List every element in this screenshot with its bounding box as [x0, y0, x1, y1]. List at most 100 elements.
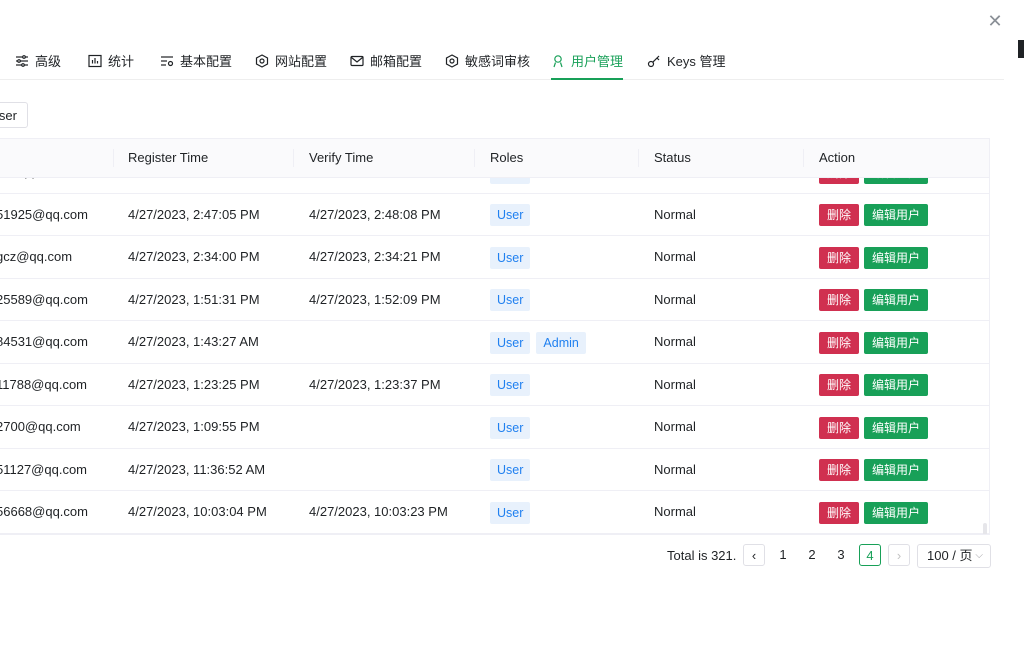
header-divider — [113, 149, 114, 167]
role-tag: User — [490, 289, 531, 312]
settings-tabs: 高级 统计 基本配置 网站配置 邮箱配置 敏感词审核 用户管理 Keys 管理 — [0, 42, 1004, 80]
register-time-cell: 4/27/2023, 1:09:55 PM — [128, 419, 260, 434]
tab-advanced[interactable]: 高级 — [15, 42, 61, 79]
edit-user-button[interactable]: 编辑用户 — [864, 331, 929, 354]
total-count: Total is 321. — [667, 548, 737, 563]
roles-cell: User — [490, 194, 536, 236]
email-cell: 51127@qq.com — [0, 461, 88, 477]
verify-time-cell: 4/27/2023, 2:34:21 PM — [309, 249, 441, 264]
header-register-time[interactable]: Register Time — [128, 150, 209, 165]
verify-time-cell: 4/27/2023, 1:23:37 PM — [309, 376, 441, 392]
chevron-down-icon: ⌵ — [975, 550, 983, 561]
sliders-icon — [15, 54, 29, 68]
delete-button[interactable]: 删除 — [819, 289, 860, 312]
delete-button[interactable]: 删除 — [819, 246, 860, 269]
status-cell: Normal — [654, 206, 696, 222]
action-cell: 删除编辑用户 — [819, 194, 929, 236]
roles-cell: User — [490, 236, 536, 278]
table-scrollbar[interactable] — [983, 523, 987, 534]
tab-keys-management[interactable]: Keys 管理 — [647, 42, 726, 79]
table-body: ...@qq.com 4/27/2023, 3:00:05 PM 4/27/20… — [0, 161, 989, 534]
tab-stats[interactable]: 统计 — [88, 42, 134, 79]
edit-user-button[interactable]: 编辑用户 — [864, 374, 929, 397]
delete-button[interactable]: 删除 — [819, 501, 860, 524]
page-3-button[interactable]: 3 — [837, 547, 845, 562]
tab-label: 高级 — [35, 54, 62, 69]
page-4-button[interactable]: 4 — [859, 544, 881, 566]
email-cell: 2700@qq.com — [0, 419, 81, 434]
roles-cell: User Admin — [490, 321, 592, 363]
action-cell: 删除编辑用户 — [819, 491, 929, 533]
email-cell: 84531@qq.com — [0, 334, 88, 349]
header-divider — [638, 149, 639, 167]
delete-button[interactable]: 删除 — [819, 459, 860, 482]
page-size-select[interactable]: 100 / 页 ⌵ — [917, 544, 991, 568]
roles-cell: User — [490, 449, 536, 491]
edit-user-button[interactable]: 编辑用户 — [864, 501, 929, 524]
tab-site-config[interactable]: 网站配置 — [255, 42, 327, 79]
edit-user-button[interactable]: 编辑用户 — [864, 246, 929, 269]
action-cell: 删除编辑用户 — [819, 236, 929, 278]
next-page-button[interactable]: › — [888, 544, 910, 566]
roles-cell: User — [490, 406, 536, 448]
status-cell: Normal — [654, 461, 696, 477]
header-roles[interactable]: Roles — [490, 150, 524, 165]
page-2-button[interactable]: 2 — [808, 547, 816, 562]
delete-button[interactable]: 删除 — [819, 331, 860, 354]
tab-sensitive-words[interactable]: 敏感词审核 — [445, 42, 530, 79]
roles-cell: User — [490, 279, 536, 321]
role-tag: User — [490, 374, 531, 397]
register-time-cell: 4/27/2023, 1:23:25 PM — [128, 376, 260, 392]
tab-user-management[interactable]: 用户管理 — [551, 42, 624, 80]
action-cell: 删除编辑用户 — [819, 406, 929, 448]
table-header: Register Time Verify Time Roles Status A… — [0, 139, 989, 178]
email-cell: 51925@qq.com — [0, 206, 88, 222]
tab-label: 统计 — [108, 54, 135, 69]
register-time-cell: 4/27/2023, 1:51:31 PM — [128, 291, 260, 307]
edit-user-button[interactable]: 编辑用户 — [864, 289, 929, 312]
edit-user-button[interactable]: 编辑用户 — [864, 204, 929, 227]
role-tag: User — [490, 246, 531, 269]
settings-list-icon — [160, 54, 174, 68]
roles-cell: User — [490, 364, 536, 406]
header-verify-time[interactable]: Verify Time — [309, 150, 374, 165]
edit-user-button[interactable]: 编辑用户 — [864, 459, 929, 482]
page-1-button[interactable]: 1 — [779, 547, 787, 562]
tab-basic-config[interactable]: 基本配置 — [160, 42, 232, 79]
key-icon — [647, 54, 661, 68]
edit-user-button[interactable]: 编辑用户 — [864, 416, 929, 439]
table-row: 51127@qq.com 4/27/2023, 11:36:52 AM User No… — [0, 449, 989, 491]
prev-page-button[interactable]: ‹ — [743, 544, 765, 566]
gear-hex-icon — [445, 53, 459, 68]
role-tag: User — [490, 331, 531, 354]
table-row: 25589@qq.com 4/27/2023, 1:51:31 PM 4/27/20… — [0, 279, 989, 321]
action-cell: 删除编辑用户 — [819, 364, 929, 406]
delete-button[interactable]: 删除 — [819, 416, 860, 439]
table-row: gcz@qq.com 4/27/2023, 2:34:00 PM 4/27/2023… — [0, 236, 989, 279]
header-divider — [293, 149, 294, 167]
email-cell: 56668@qq.com — [0, 504, 88, 519]
close-icon[interactable]: ✕ — [987, 11, 1003, 31]
header-action: Action — [819, 150, 856, 165]
tab-label: 用户管理 — [571, 54, 624, 69]
tab-mail-config[interactable]: 邮箱配置 — [350, 42, 422, 79]
user-icon — [551, 54, 565, 68]
verify-time-cell: 4/27/2023, 1:52:09 PM — [309, 291, 441, 307]
tab-label: 敏感词审核 — [465, 54, 531, 69]
delete-button[interactable]: 删除 — [819, 374, 860, 397]
add-user-button[interactable]: User — [0, 102, 28, 128]
header-divider — [803, 149, 804, 167]
status-cell: Normal — [654, 504, 696, 519]
role-tag: User — [490, 459, 531, 482]
verify-time-cell: 4/27/2023, 2:48:08 PM — [309, 206, 441, 222]
role-tag: Admin — [536, 331, 586, 354]
register-time-cell: 4/27/2023, 2:47:05 PM — [128, 206, 260, 222]
table-row: 84531@qq.com 4/27/2023, 1:43:27 AM User Adm… — [0, 321, 989, 364]
table-row: 2700@qq.com 4/27/2023, 1:09:55 PM User Norm… — [0, 406, 989, 449]
header-status[interactable]: Status — [654, 150, 691, 165]
register-time-cell: 4/27/2023, 2:34:00 PM — [128, 249, 260, 264]
role-tag: User — [490, 204, 531, 227]
action-cell: 删除编辑用户 — [819, 449, 929, 491]
header-divider — [474, 149, 475, 167]
delete-button[interactable]: 删除 — [819, 204, 860, 227]
